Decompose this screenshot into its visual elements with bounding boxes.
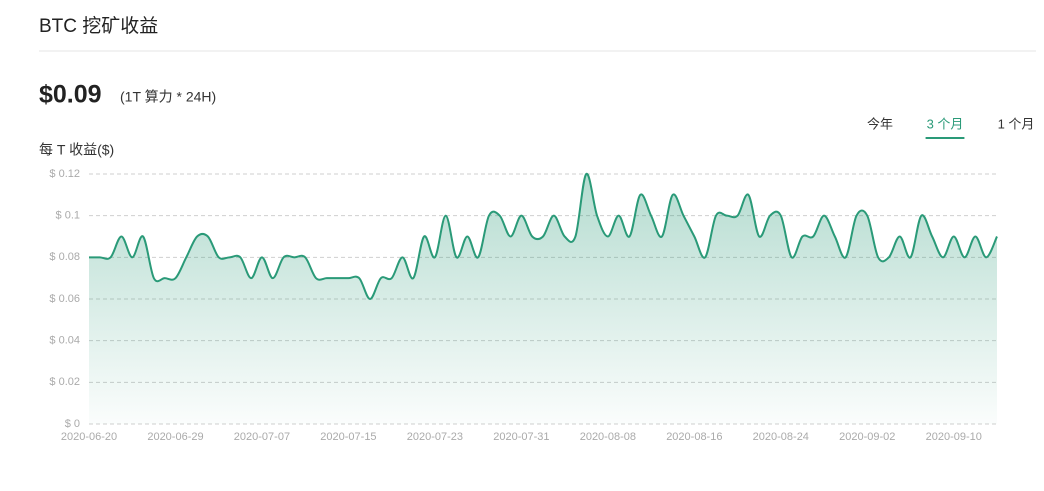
summary-note: (1T 算力 * 24H) — [120, 89, 216, 105]
tab[interactable]: 今年 — [867, 116, 893, 131]
x-tick-label: 2020-08-16 — [666, 431, 722, 443]
area-fill — [89, 173, 997, 424]
x-tick-label: 2020-06-29 — [147, 431, 203, 443]
x-tick-label: 2020-07-15 — [320, 431, 376, 443]
line — [89, 172, 998, 301]
x-tick-label: 2020-07-31 — [493, 431, 549, 443]
x-tick-label: 2020-09-10 — [926, 431, 982, 443]
x-tick-label: 2020-07-23 — [407, 431, 463, 443]
x-tick-label: 2020-08-08 — [580, 431, 636, 443]
y-tick-label: $ 0.02 — [49, 376, 80, 388]
y-tick-label: $ 0 — [65, 418, 80, 430]
y-axis-label: 每 T 收益($) — [39, 142, 114, 158]
y-tick-label: $ 0.04 — [49, 335, 80, 347]
y-tick-label: $ 0.12 — [49, 168, 80, 180]
y-tick-label: $ 0.08 — [49, 251, 80, 263]
y-tick-label: $ 0.1 — [56, 210, 80, 222]
tab[interactable]: 1 个月 — [998, 116, 1035, 131]
x-tick-label: 2020-06-20 — [61, 431, 117, 443]
x-tick-label: 2020-07-07 — [234, 431, 290, 443]
y-tick-label: $ 0.06 — [49, 293, 80, 305]
tab[interactable]: 3 个月 — [927, 116, 964, 131]
page-title: BTC 挖矿收益 — [39, 15, 158, 37]
x-tick-label: 2020-09-02 — [839, 431, 895, 443]
summary-value: $0.09 — [39, 81, 102, 109]
x-tick-label: 2020-08-24 — [753, 431, 809, 443]
